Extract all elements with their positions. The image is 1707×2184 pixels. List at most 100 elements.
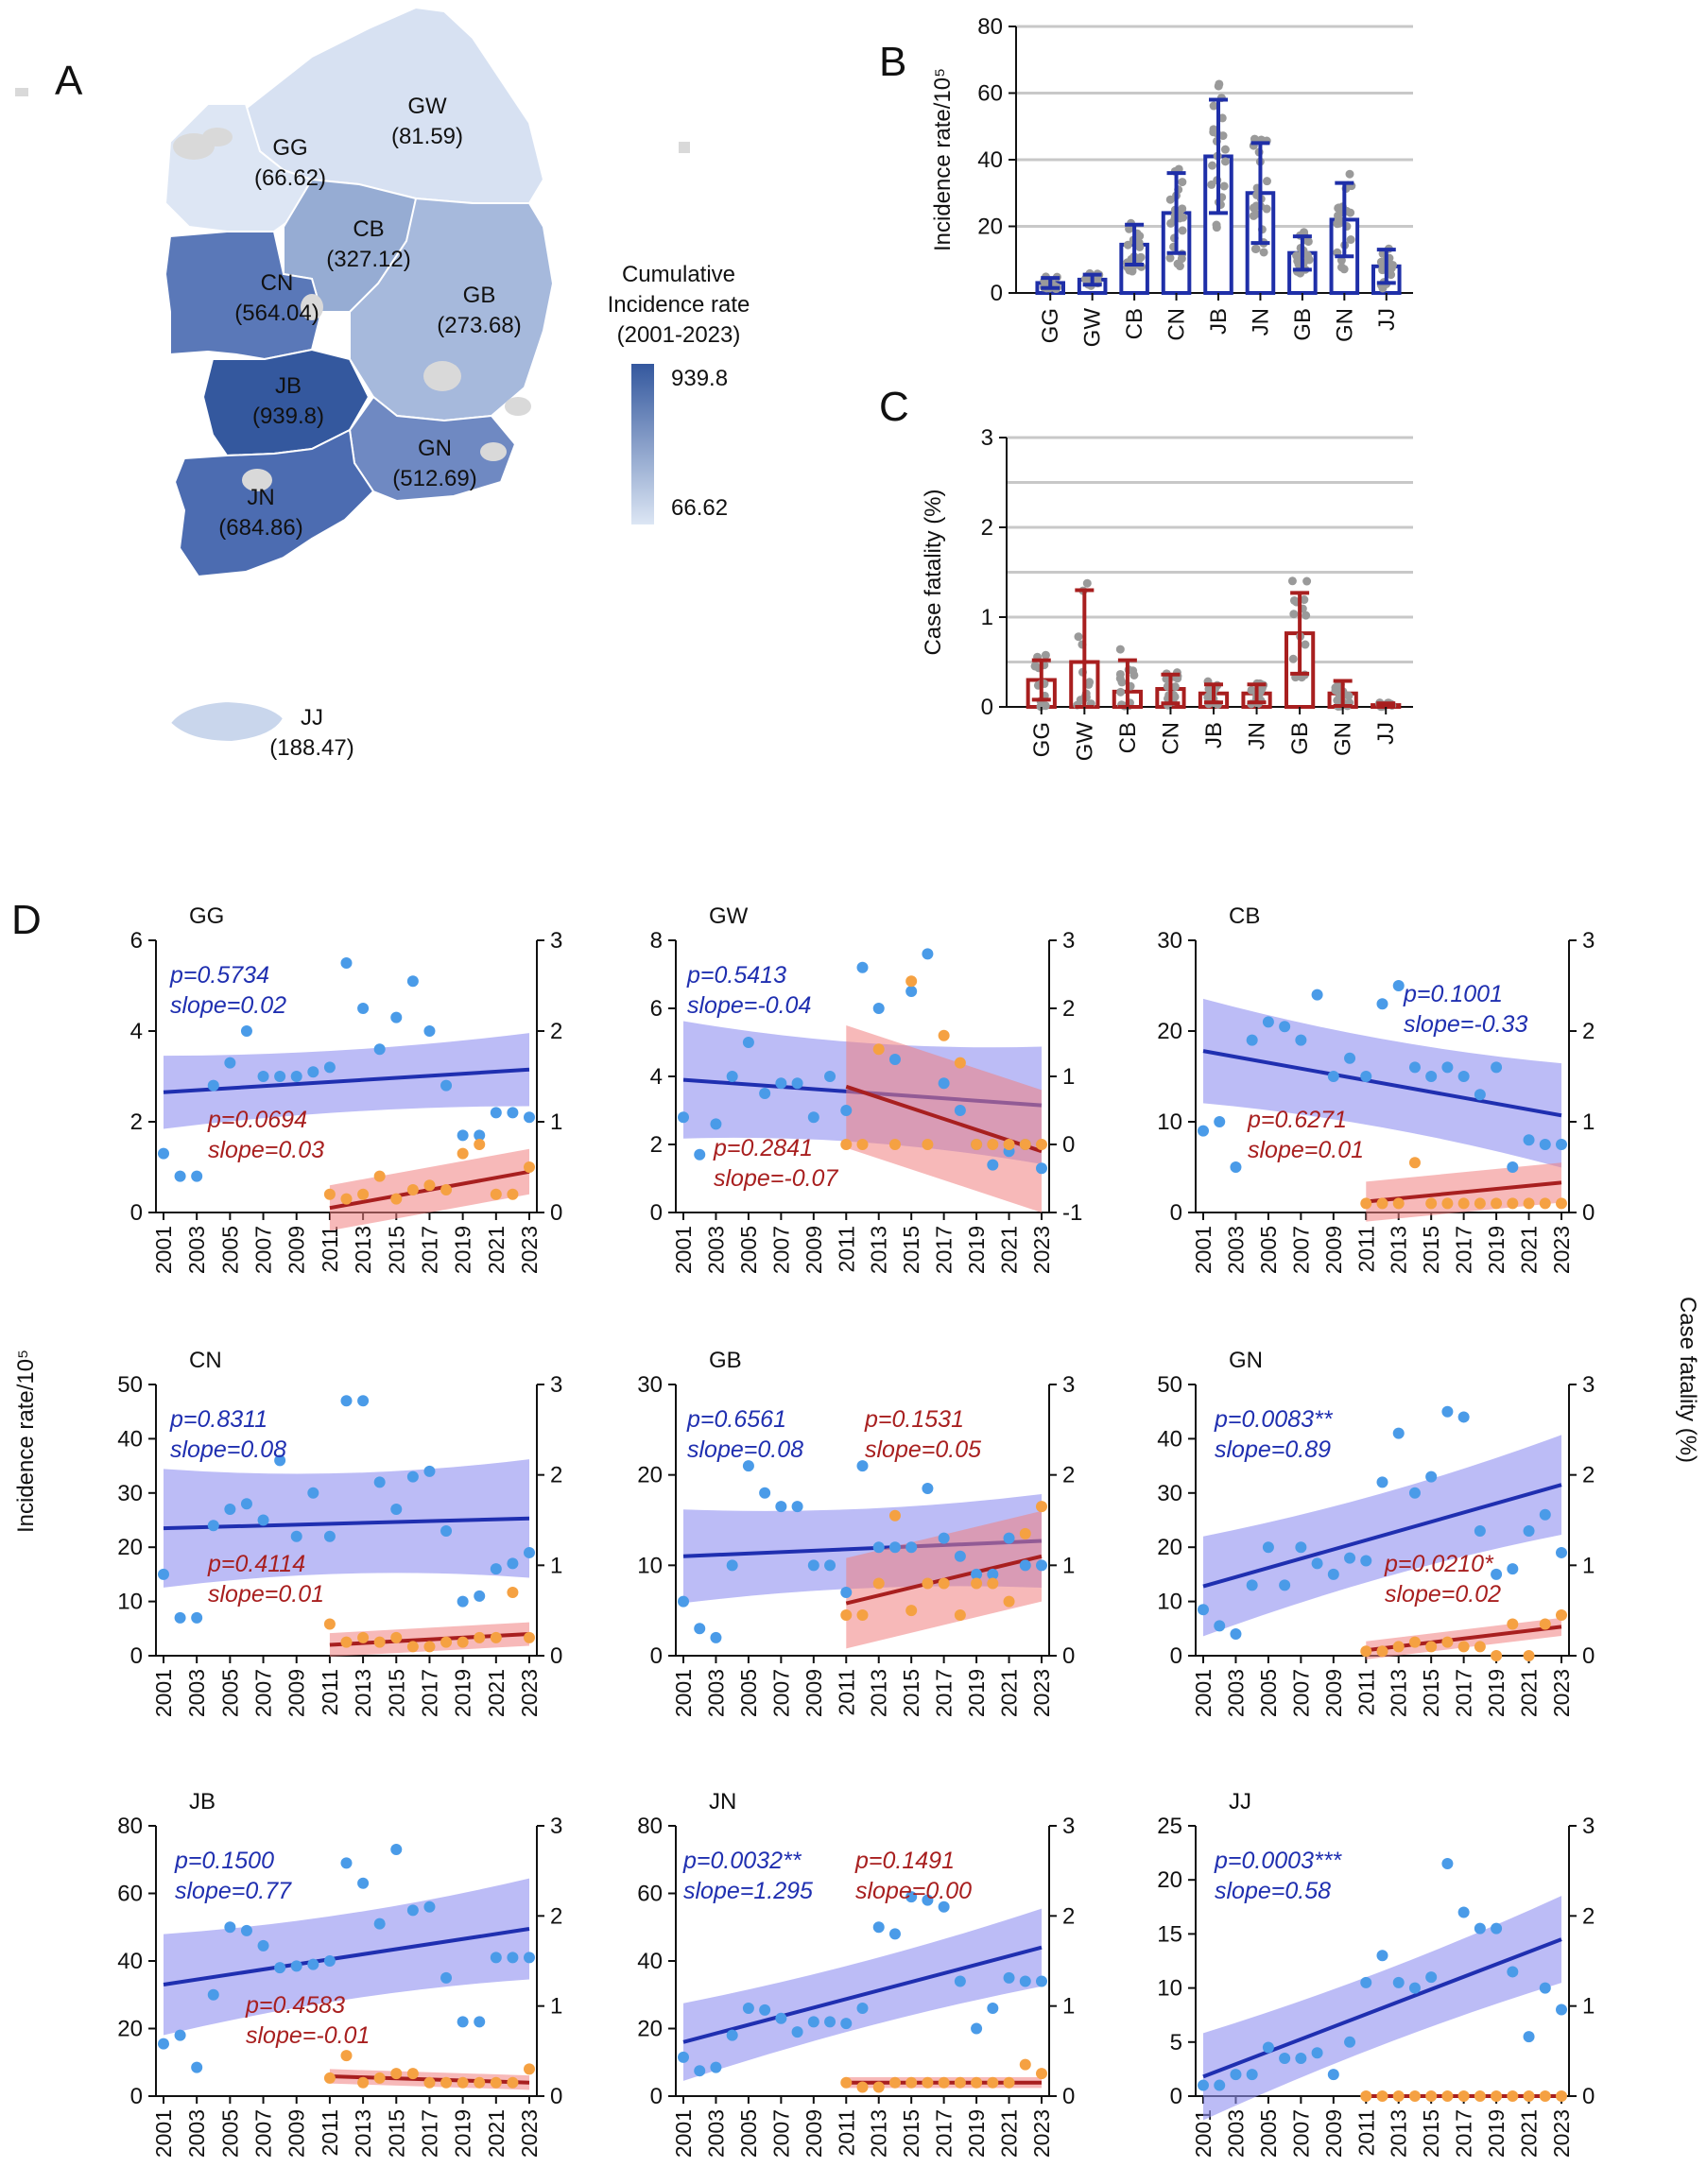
right-tick-label: 1 bbox=[1582, 1109, 1595, 1135]
x-tick-label: 2007 bbox=[768, 1669, 793, 1717]
incidence-point bbox=[678, 2051, 689, 2063]
right-tick-label: 3 bbox=[1062, 1814, 1075, 1839]
p-value-fatality: p=0.1491 bbox=[854, 1848, 955, 1874]
x-tick-label: 2015 bbox=[899, 2109, 923, 2158]
x-tick-label: GN bbox=[1332, 308, 1357, 342]
x-tick-label: 2001 bbox=[671, 1669, 696, 1717]
data-dot bbox=[1220, 145, 1230, 154]
x-tick-label: 2011 bbox=[834, 1226, 858, 1272]
x-tick-label: 2007 bbox=[251, 2109, 276, 2158]
right-tick-label: 2 bbox=[550, 1903, 562, 1929]
panel-label-d: D bbox=[11, 897, 42, 943]
fatality-point bbox=[840, 1139, 853, 1150]
incidence-point bbox=[971, 1568, 983, 1580]
incidence-point bbox=[856, 1460, 869, 1472]
fatality-point bbox=[507, 1188, 519, 1200]
x-tick-label: 2007 bbox=[768, 2109, 793, 2158]
incidence-point bbox=[759, 2003, 771, 2016]
x-tick-label: 2015 bbox=[384, 1226, 408, 1274]
data-dot bbox=[1214, 81, 1223, 91]
x-tick-label: 2013 bbox=[1387, 2109, 1411, 2158]
incidence-point bbox=[390, 1011, 403, 1023]
x-tick-label: 2013 bbox=[351, 1226, 375, 1274]
data-dot bbox=[1117, 678, 1127, 687]
slope-fatality: slope=0.01 bbox=[208, 1581, 324, 1608]
fatality-point bbox=[872, 1043, 885, 1056]
y-axis-label: Case fatality (%) bbox=[921, 489, 946, 655]
x-tick-label: 2021 bbox=[997, 1226, 1022, 1274]
fatality-point bbox=[1003, 2076, 1015, 2089]
incidence-point bbox=[1262, 1541, 1274, 1554]
x-tick-label: 2023 bbox=[517, 1226, 542, 1274]
incidence-point bbox=[807, 1111, 819, 1124]
incidence-point bbox=[1311, 989, 1323, 1001]
incidence-point bbox=[888, 1928, 901, 1940]
incidence-point bbox=[791, 2026, 803, 2038]
x-tick-label: 2011 bbox=[1354, 1226, 1378, 1272]
x-tick-label: 2001 bbox=[151, 2109, 176, 2158]
incidence-point bbox=[1491, 1061, 1503, 1074]
incidence-point bbox=[954, 1105, 966, 1116]
left-tick-label: 0 bbox=[650, 1643, 663, 1669]
legend-title-line3: (2001-2023) bbox=[617, 322, 741, 348]
right-tick-label: -1 bbox=[1062, 1200, 1082, 1226]
city-enclave bbox=[202, 128, 233, 146]
y-tick-label: 20 bbox=[977, 215, 1003, 240]
legend-colorbar bbox=[631, 364, 654, 525]
left-tick-label: 50 bbox=[1157, 1372, 1182, 1398]
right-tick-label: 0 bbox=[550, 2084, 562, 2109]
left-tick-label: 50 bbox=[117, 1372, 143, 1398]
region-value-jn: (684.86) bbox=[218, 515, 302, 541]
incidence-point bbox=[1523, 2031, 1535, 2043]
incidence-point bbox=[1003, 1532, 1015, 1544]
fatality-point bbox=[457, 1147, 469, 1160]
incidence-point bbox=[406, 1470, 419, 1483]
left-tick-label: 10 bbox=[1157, 1590, 1182, 1615]
data-dot bbox=[1209, 101, 1218, 111]
incidence-point bbox=[457, 2016, 469, 2028]
fatality-point bbox=[971, 1577, 983, 1590]
fatality-point bbox=[1408, 1157, 1421, 1169]
fatality-point bbox=[1539, 2090, 1551, 2102]
incidence-point bbox=[1262, 2041, 1274, 2054]
incidence-point bbox=[158, 2038, 169, 2050]
incidence-point bbox=[1246, 2069, 1258, 2081]
data-dot bbox=[1134, 238, 1144, 248]
left-tick-label: 15 bbox=[1157, 1921, 1182, 1947]
region-value-jb: (939.8) bbox=[252, 404, 324, 429]
region-code-cb: CB bbox=[353, 216, 384, 242]
incidence-point bbox=[1262, 1016, 1274, 1028]
slope-incidence: slope=0.77 bbox=[175, 1878, 292, 1904]
fatality-point bbox=[872, 2081, 885, 2093]
incidence-point bbox=[710, 1118, 722, 1130]
fatality-point bbox=[474, 2076, 486, 2089]
slope-incidence: slope=1.295 bbox=[683, 1878, 813, 1904]
incidence-point bbox=[888, 1541, 901, 1554]
panel-label-b: B bbox=[879, 39, 906, 85]
data-dot bbox=[1262, 204, 1271, 214]
x-tick-label: 2015 bbox=[384, 1669, 408, 1717]
fatality-point bbox=[856, 1608, 869, 1621]
fatality-point bbox=[340, 1636, 353, 1648]
x-tick-label: 2005 bbox=[1256, 2109, 1281, 2158]
incidence-point bbox=[1392, 1976, 1405, 1988]
incidence-point bbox=[1392, 980, 1405, 991]
incidence-point bbox=[423, 1025, 436, 1037]
x-tick-label: 2003 bbox=[1223, 1226, 1248, 1274]
incidence-point bbox=[1408, 1061, 1421, 1074]
incidence-point bbox=[1425, 1071, 1438, 1082]
x-tick-label: 2013 bbox=[351, 2109, 375, 2158]
data-dot bbox=[1302, 610, 1311, 620]
bar-chart-fatality: 0 1 2 3 Case fatality (%) GG GW CB CN JB JN GB GN JJ bbox=[921, 425, 1413, 761]
region-value-jj: (188.47) bbox=[269, 735, 353, 761]
p-value-incidence: p=0.5413 bbox=[686, 962, 786, 989]
subplot-title: GB bbox=[709, 1348, 742, 1373]
city-enclave bbox=[301, 294, 323, 320]
x-tick-label: 2017 bbox=[1452, 2109, 1476, 2158]
incidence-point bbox=[307, 1487, 319, 1499]
slope-fatality: slope=0.05 bbox=[865, 1436, 981, 1463]
x-tick-label: 2001 bbox=[1191, 1669, 1216, 1717]
data-dot bbox=[1074, 632, 1083, 642]
data-dot bbox=[1259, 248, 1268, 257]
incidence-point bbox=[1425, 1971, 1438, 1984]
